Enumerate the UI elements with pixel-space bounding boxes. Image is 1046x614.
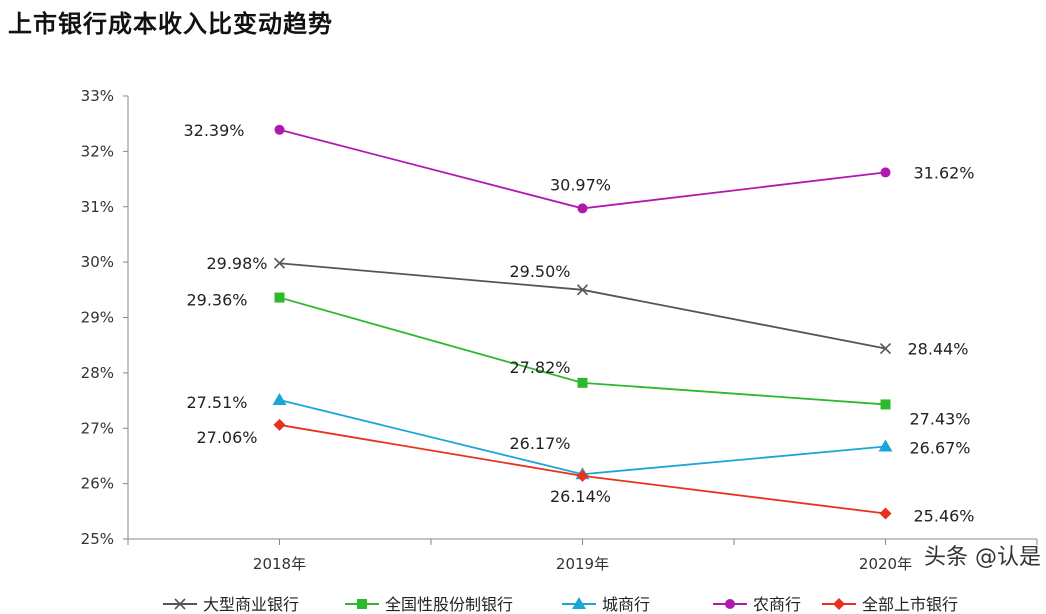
data-point — [879, 342, 892, 355]
data-point — [273, 257, 286, 269]
data-label: 32.39% — [183, 121, 244, 140]
chart-title: 上市银行成本收入比变动趋势 — [8, 10, 333, 38]
data-point — [576, 284, 589, 296]
series-line-1 — [279, 296, 886, 406]
legend-marker — [572, 597, 586, 609]
data-label: 27.43% — [910, 409, 971, 428]
data-point — [274, 124, 285, 135]
series-line-3 — [279, 128, 886, 210]
legend-label: 城商行 — [602, 595, 650, 614]
data-point — [577, 377, 588, 388]
data-label: 27.82% — [509, 358, 570, 377]
data-label: 30.97% — [550, 175, 611, 194]
data-point — [576, 469, 589, 482]
data-point — [577, 203, 588, 214]
data-label: 27.06% — [196, 428, 257, 447]
y-tick-label: 33% — [81, 87, 114, 105]
data-label: 26.67% — [910, 439, 971, 458]
data-point — [274, 292, 285, 303]
legend-label: 全部上市银行 — [862, 595, 958, 614]
data-point — [879, 507, 892, 520]
data-label: 29.98% — [206, 254, 267, 273]
y-tick-label: 28% — [81, 364, 114, 382]
data-label: 27.51% — [186, 393, 247, 412]
data-label: 26.14% — [550, 487, 611, 506]
data-label: 26.17% — [509, 434, 570, 453]
series-line-2 — [279, 399, 886, 476]
data-label: 25.46% — [914, 507, 975, 526]
legend-marker — [833, 598, 845, 610]
legend-label: 大型商业银行 — [203, 595, 299, 614]
series-line-0 — [279, 262, 886, 350]
data-point — [878, 439, 893, 452]
watermark: 头条 @认是 — [924, 545, 1041, 570]
data-label: 28.44% — [908, 340, 969, 359]
data-point — [273, 418, 286, 431]
data-point — [880, 399, 891, 410]
x-tick-label: 2018年 — [253, 555, 306, 573]
data-point — [272, 393, 287, 406]
y-tick-label: 29% — [81, 309, 114, 327]
data-point — [880, 167, 891, 178]
y-tick-label: 31% — [81, 198, 114, 216]
data-label: 31.62% — [914, 163, 975, 182]
legend-label: 全国性股份制银行 — [385, 595, 513, 614]
y-tick-label: 25% — [81, 530, 114, 548]
data-label: 29.50% — [509, 262, 570, 281]
legend-marker — [174, 598, 186, 610]
x-tick-label: 2019年 — [556, 555, 609, 573]
data-label: 29.36% — [186, 291, 247, 310]
y-tick-label: 26% — [81, 475, 114, 493]
y-tick-label: 27% — [81, 419, 114, 437]
legend-label: 农商行 — [753, 595, 801, 614]
y-tick-label: 32% — [81, 142, 114, 160]
legend-marker — [725, 599, 735, 609]
legend-marker — [357, 599, 367, 609]
x-tick-label: 2020年 — [859, 555, 912, 573]
y-tick-label: 30% — [81, 253, 114, 271]
